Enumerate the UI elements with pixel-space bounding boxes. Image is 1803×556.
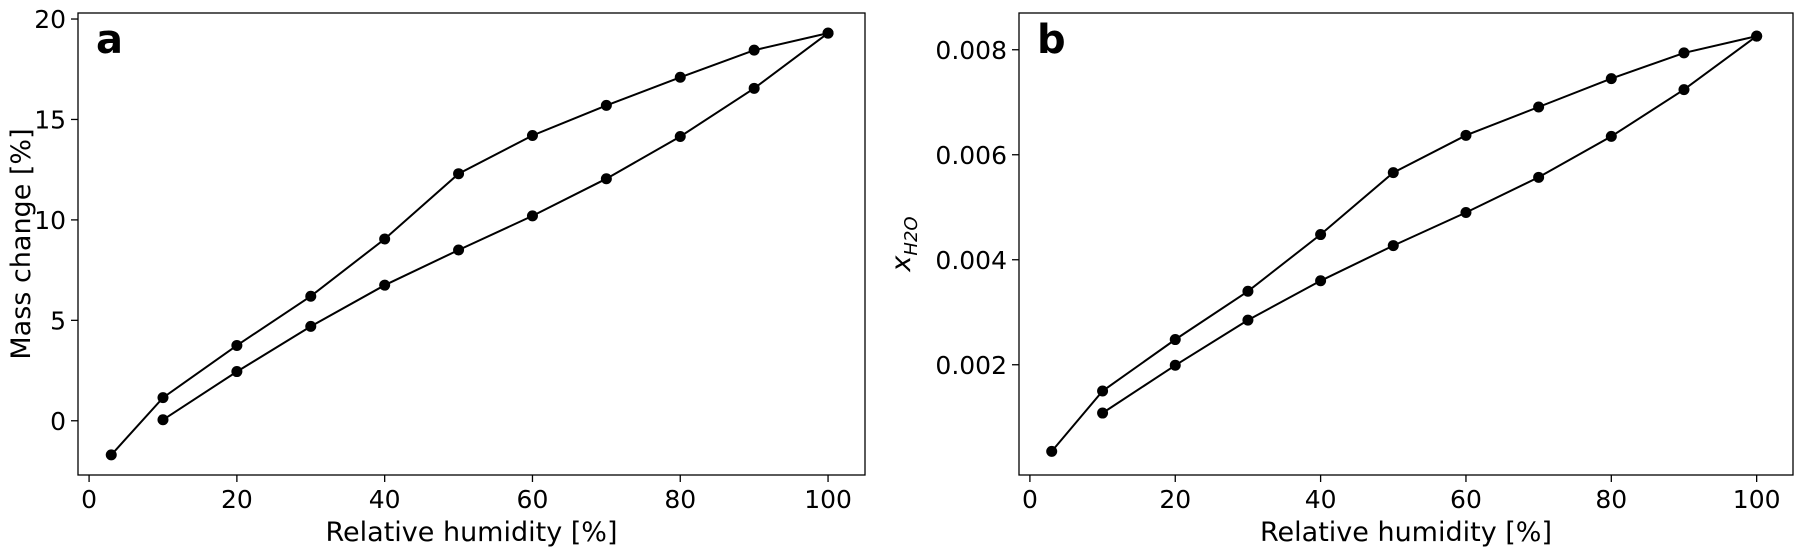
data-point: [674, 131, 686, 143]
data-point: [105, 449, 117, 461]
series-line: [1050, 35, 1757, 453]
x-tick-label: 80: [1595, 485, 1627, 514]
data-point: [1605, 73, 1617, 85]
data-point: [157, 392, 169, 404]
y-axis-label: Mass change [%]: [6, 128, 37, 359]
x-tick-label: 40: [369, 485, 401, 514]
plot-frame: [77, 12, 866, 476]
data-point: [453, 244, 465, 256]
data-point: [379, 233, 391, 245]
y-axis-label: xH2O: [886, 216, 922, 272]
y-tick-label: 0: [50, 407, 66, 436]
data-point: [600, 173, 612, 185]
data-point: [231, 339, 243, 351]
data-point: [526, 210, 538, 222]
data-point: [1169, 359, 1181, 371]
y-tick-label: 5: [50, 306, 66, 335]
data-point: [1169, 334, 1181, 346]
data-point: [231, 366, 243, 378]
x-tick-label: 0: [1022, 485, 1038, 514]
panel-b: 0 20 40 60 80 100 0.002 0.004 0.006 0.008 Relative…: [886, 12, 1794, 548]
data-point: [1751, 30, 1763, 42]
y-tick-label: 0.002: [935, 351, 1007, 380]
data-point: [1533, 101, 1545, 113]
data-point: [1242, 285, 1254, 297]
data-point: [1097, 385, 1109, 397]
series-line: [162, 32, 829, 421]
y-tick-label: 0.008: [935, 36, 1007, 65]
data-point: [674, 71, 686, 83]
x-tick-label: 60: [517, 485, 549, 514]
data-point: [748, 82, 760, 94]
plot-frame: [1018, 12, 1794, 476]
panel-letter: b: [1037, 17, 1066, 63]
panel-a: 0 20 40 60 80 100 0 5 10 15 20 Relative humidity [%…: [6, 5, 866, 548]
x-tick-label: 100: [1733, 485, 1781, 514]
data-point: [1387, 167, 1399, 179]
x-tick-label: 20: [1159, 485, 1191, 514]
x-tick-label: 80: [664, 485, 696, 514]
data-point: [305, 320, 317, 332]
data-point: [1678, 47, 1690, 59]
data-point: [1678, 84, 1690, 96]
data-point: [748, 44, 760, 56]
x-axis-label: Relative humidity [%]: [1260, 517, 1552, 548]
x-tick-label: 20: [221, 485, 253, 514]
data-point: [157, 414, 169, 426]
data-point: [1046, 445, 1058, 457]
data-point: [1387, 240, 1399, 252]
x-axis-label: Relative humidity [%]: [325, 517, 617, 548]
y-tick-label: 20: [34, 5, 66, 34]
data-point: [1315, 229, 1327, 241]
data-point: [526, 130, 538, 142]
panel-letter: a: [96, 17, 123, 63]
data-point: [379, 279, 391, 291]
y-axis-label-subscript: H2O: [901, 216, 922, 255]
y-tick-label: 10: [34, 206, 66, 235]
y-tick-label: 0.004: [935, 246, 1007, 275]
data-point: [1315, 275, 1327, 287]
data-point: [1097, 407, 1109, 419]
x-tick-label: 100: [804, 485, 852, 514]
series-line: [1102, 35, 1758, 414]
data-point: [1533, 171, 1545, 183]
data-point: [1605, 130, 1617, 142]
y-axis-label-main: x: [886, 255, 917, 273]
x-tick-label: 40: [1305, 485, 1337, 514]
data-point: [453, 168, 465, 180]
data-point: [822, 27, 834, 39]
data-point: [600, 99, 612, 111]
data-point: [1460, 207, 1472, 218]
data-point: [1242, 314, 1254, 326]
y-tick-label: 0.006: [935, 141, 1007, 170]
x-tick-label: 60: [1450, 485, 1482, 514]
y-tick-label: 15: [34, 105, 66, 134]
data-point: [305, 290, 317, 302]
data-point: [1460, 129, 1472, 141]
x-tick-label: 0: [81, 485, 97, 514]
